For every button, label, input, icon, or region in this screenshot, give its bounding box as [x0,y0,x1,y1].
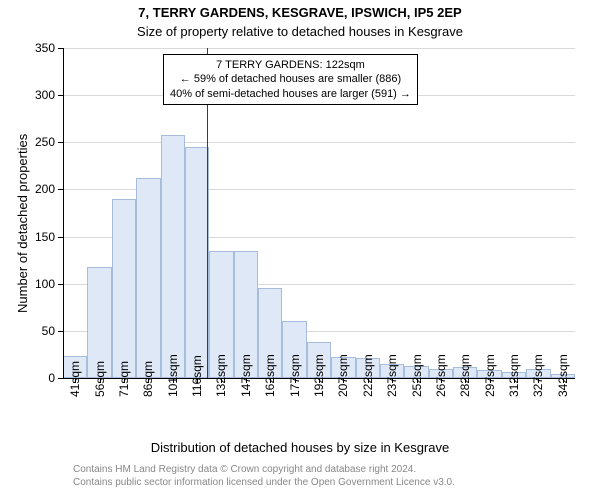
x-axis-line [63,378,575,379]
x-tick-label: 282sqm [458,395,472,397]
histogram-bar [112,199,136,378]
annotation-line: ← 59% of detached houses are smaller (88… [170,72,411,86]
x-tick-label: 222sqm [361,395,375,397]
x-tick-label: 297sqm [483,395,497,397]
y-tick-label: 0 [23,371,55,385]
histogram-bar [161,135,185,378]
annotation-line: 7 TERRY GARDENS: 122sqm [170,58,411,72]
x-tick-label: 252sqm [410,395,424,397]
x-tick-label: 86sqm [141,395,155,397]
y-tick-label: 100 [23,277,55,291]
gridline [63,142,575,143]
x-tick-label: 41sqm [68,395,82,397]
y-tick-label: 350 [23,41,55,55]
y-tick-label: 250 [23,135,55,149]
x-tick-label: 327sqm [531,395,545,397]
annotation-line: 40% of semi-detached houses are larger (… [170,87,411,101]
x-tick-label: 147sqm [239,395,253,397]
x-tick-label: 342sqm [556,395,570,397]
y-axis-line [63,48,64,378]
x-tick-label: 162sqm [263,395,277,397]
x-tick-label: 132sqm [214,395,228,397]
x-tick-label: 116sqm [190,395,204,397]
x-tick-label: 56sqm [93,395,107,397]
x-tick-label: 192sqm [312,395,326,397]
attribution-line: Contains HM Land Registry data © Crown c… [73,463,455,476]
gridline [63,48,575,49]
annotation-box: 7 TERRY GARDENS: 122sqm← 59% of detached… [163,54,418,105]
chart-title: 7, TERRY GARDENS, KESGRAVE, IPSWICH, IP5… [0,5,600,20]
x-tick-label: 177sqm [288,395,302,397]
x-tick-label: 101sqm [166,395,180,397]
chart-container: { "title": "7, TERRY GARDENS, KESGRAVE, … [0,0,600,500]
histogram-bar [136,178,160,378]
plot-area: 05010015020025030035041sqm56sqm71sqm86sq… [63,48,575,378]
y-tick-label: 200 [23,182,55,196]
x-tick-label: 312sqm [507,395,521,397]
x-tick-label: 71sqm [117,395,131,397]
y-tick-label: 300 [23,88,55,102]
y-tick-label: 50 [23,324,55,338]
attribution-line: Contains public sector information licen… [73,476,455,489]
chart-subtitle: Size of property relative to detached ho… [0,24,600,39]
x-axis-label: Distribution of detached houses by size … [0,440,600,455]
x-tick-label: 267sqm [434,395,448,397]
x-tick-label: 207sqm [336,395,350,397]
attribution-text: Contains HM Land Registry data © Crown c… [73,463,455,489]
y-tick-label: 150 [23,230,55,244]
histogram-bar [185,147,209,378]
x-tick-label: 237sqm [385,395,399,397]
